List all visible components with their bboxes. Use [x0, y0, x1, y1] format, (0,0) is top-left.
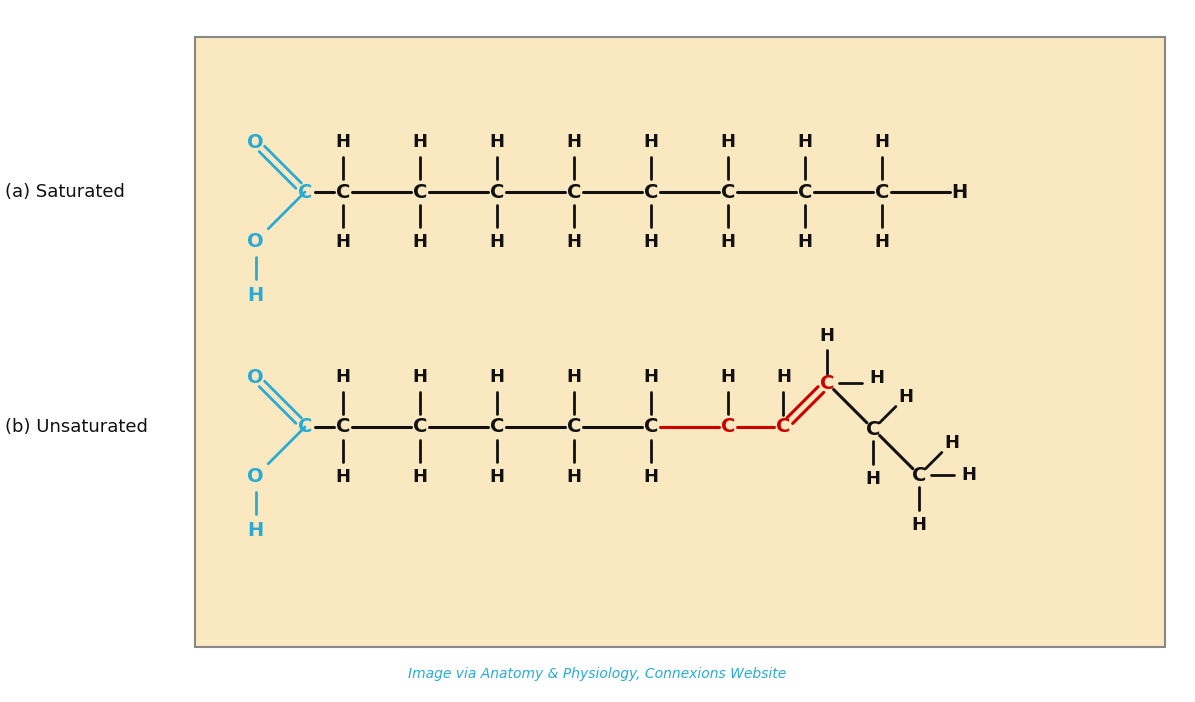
Text: H: H: [643, 133, 658, 151]
Text: H: H: [875, 233, 889, 251]
Text: H: H: [944, 434, 960, 451]
Text: C: C: [820, 373, 834, 392]
Text: C: C: [336, 183, 350, 201]
Text: H: H: [643, 368, 658, 386]
Text: C: C: [721, 418, 735, 437]
Text: H: H: [247, 286, 264, 305]
Text: H: H: [336, 233, 350, 251]
Text: H: H: [490, 468, 504, 486]
Text: H: H: [797, 233, 813, 251]
Text: C: C: [912, 465, 926, 484]
Text: H: H: [490, 368, 504, 386]
Text: O: O: [247, 368, 264, 387]
Text: H: H: [776, 368, 791, 386]
Text: H: H: [566, 468, 582, 486]
Text: H: H: [643, 233, 658, 251]
Text: C: C: [412, 183, 427, 201]
Text: O: O: [247, 133, 264, 152]
Text: H: H: [721, 133, 735, 151]
Text: H: H: [875, 133, 889, 151]
Text: H: H: [247, 521, 264, 540]
Text: H: H: [566, 133, 582, 151]
Text: H: H: [490, 233, 504, 251]
Text: C: C: [777, 418, 791, 437]
Text: H: H: [412, 133, 428, 151]
Text: C: C: [298, 418, 312, 437]
Text: C: C: [875, 183, 889, 201]
Text: H: H: [412, 233, 428, 251]
Text: H: H: [336, 368, 350, 386]
Text: C: C: [566, 418, 581, 437]
Text: H: H: [412, 468, 428, 486]
Text: (a) Saturated: (a) Saturated: [5, 183, 124, 201]
Text: H: H: [951, 183, 967, 201]
Text: H: H: [820, 327, 835, 345]
FancyBboxPatch shape: [195, 37, 1165, 647]
Text: C: C: [566, 183, 581, 201]
Text: H: H: [566, 368, 582, 386]
Text: H: H: [912, 516, 926, 534]
Text: Image via Anatomy & Physiology, Connexions Website: Image via Anatomy & Physiology, Connexio…: [409, 667, 786, 681]
Text: C: C: [298, 183, 312, 201]
Text: C: C: [336, 418, 350, 437]
Text: H: H: [412, 368, 428, 386]
Text: H: H: [865, 470, 881, 488]
Text: C: C: [798, 183, 813, 201]
Text: C: C: [644, 418, 658, 437]
Text: H: H: [721, 368, 735, 386]
Text: H: H: [336, 468, 350, 486]
Text: H: H: [899, 388, 913, 406]
Text: C: C: [644, 183, 658, 201]
Text: C: C: [866, 420, 881, 439]
Text: C: C: [490, 183, 504, 201]
Text: H: H: [336, 133, 350, 151]
Text: H: H: [870, 369, 884, 388]
Text: H: H: [643, 468, 658, 486]
Text: H: H: [721, 233, 735, 251]
Text: H: H: [962, 466, 976, 484]
Text: C: C: [412, 418, 427, 437]
Text: (b) Unsaturated: (b) Unsaturated: [5, 418, 148, 436]
Text: C: C: [721, 183, 735, 201]
Text: H: H: [490, 133, 504, 151]
Text: O: O: [247, 467, 264, 486]
Text: H: H: [797, 133, 813, 151]
Text: C: C: [490, 418, 504, 437]
Text: H: H: [566, 233, 582, 251]
Text: O: O: [247, 232, 264, 251]
